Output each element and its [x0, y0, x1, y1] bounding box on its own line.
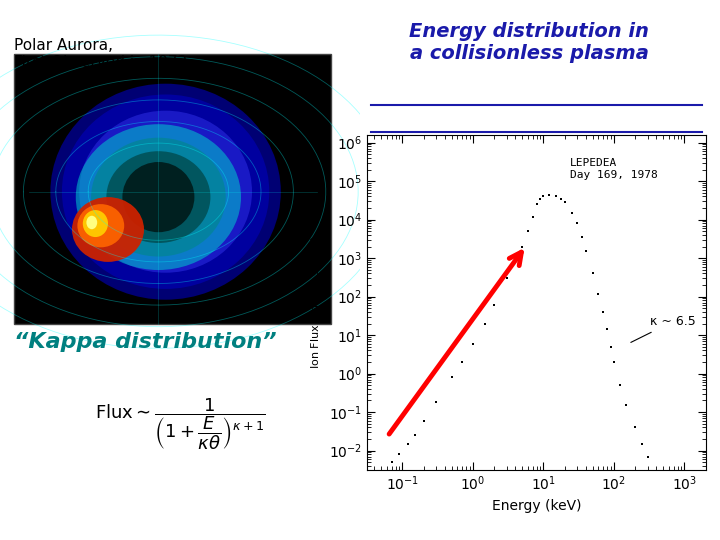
Point	[516, 242, 528, 251]
Point	[663, 489, 675, 497]
Point	[629, 423, 641, 431]
Y-axis label: Ion Flux (cm$^{-2}$ s sr keV): Ion Flux (cm$^{-2}$ s sr keV)	[306, 235, 323, 369]
Point	[559, 198, 570, 207]
Point	[393, 450, 405, 458]
Point	[605, 342, 616, 351]
Point	[431, 398, 442, 407]
Ellipse shape	[91, 138, 226, 256]
Point	[587, 269, 598, 278]
Point	[501, 274, 513, 282]
Ellipse shape	[86, 215, 97, 229]
Point	[510, 258, 521, 266]
Point	[534, 194, 546, 203]
Text: LEPEDEA
Day 169, 1978: LEPEDEA Day 169, 1978	[570, 158, 658, 180]
Point	[531, 200, 542, 208]
Ellipse shape	[76, 124, 241, 270]
Text: Polar Aurora,
First Observed in 1972: Polar Aurora, First Observed in 1972	[14, 38, 188, 70]
Point	[522, 227, 534, 235]
Text: Energy distribution in
a collisionless plasma: Energy distribution in a collisionless p…	[409, 22, 649, 63]
Point	[402, 440, 414, 448]
Ellipse shape	[79, 111, 252, 273]
Point	[375, 467, 387, 475]
Text: “Kappa distribution”: “Kappa distribution”	[14, 332, 277, 352]
Point	[544, 190, 555, 199]
Ellipse shape	[107, 151, 210, 243]
Point	[566, 208, 577, 217]
Point	[636, 440, 648, 448]
Ellipse shape	[78, 204, 125, 247]
Point	[572, 219, 583, 228]
Point	[467, 339, 479, 348]
Point	[608, 357, 620, 366]
Point	[576, 233, 588, 241]
Point	[601, 325, 613, 334]
Bar	[14, 54, 331, 324]
Point	[550, 191, 562, 200]
Point	[580, 247, 592, 255]
Point	[613, 381, 625, 389]
X-axis label: Energy (keV): Energy (keV)	[492, 499, 581, 513]
Point	[386, 458, 397, 467]
Point	[556, 194, 567, 203]
Point	[538, 191, 549, 200]
Ellipse shape	[122, 162, 194, 232]
Point	[456, 357, 468, 366]
Text: κ ~ 6.5: κ ~ 6.5	[631, 315, 696, 342]
Ellipse shape	[62, 94, 269, 289]
Ellipse shape	[83, 210, 108, 237]
Ellipse shape	[50, 84, 281, 300]
Point	[488, 301, 500, 309]
Point	[527, 212, 539, 221]
Point	[593, 289, 604, 298]
Point	[409, 431, 420, 440]
Point	[651, 467, 662, 475]
Point	[675, 511, 687, 520]
Text: $\mathrm{Flux} \sim \dfrac{1}{\left(1 + \dfrac{E}{\kappa\theta}\right)^{\kappa+1: $\mathrm{Flux} \sim \dfrac{1}{\left(1 + …	[94, 396, 266, 451]
Point	[679, 516, 690, 525]
Point	[418, 416, 429, 425]
Point	[672, 505, 683, 514]
Point	[621, 401, 632, 410]
Point	[446, 373, 457, 382]
Point	[480, 319, 491, 328]
Point	[598, 308, 609, 316]
Ellipse shape	[72, 197, 144, 262]
Point	[642, 452, 653, 461]
Point	[657, 478, 669, 487]
Point	[667, 496, 679, 505]
